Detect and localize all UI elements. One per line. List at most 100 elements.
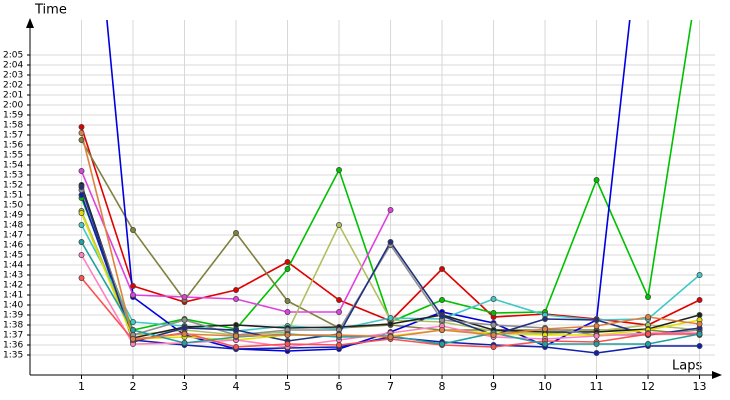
point bbox=[645, 341, 651, 347]
y-tick-label: 1:51 bbox=[3, 191, 23, 201]
point bbox=[78, 252, 85, 258]
y-tick-label: 2:04 bbox=[3, 61, 23, 71]
y-tick-label: 2:02 bbox=[3, 81, 23, 91]
x-tick-label: 12 bbox=[641, 380, 655, 393]
point bbox=[542, 341, 548, 347]
y-tick-label: 1:37 bbox=[3, 331, 23, 341]
point bbox=[387, 239, 394, 245]
y-tick-label: 1:43 bbox=[3, 271, 23, 281]
point bbox=[696, 331, 703, 337]
plot-area bbox=[78, 20, 703, 356]
point bbox=[593, 350, 600, 356]
point bbox=[696, 297, 703, 303]
y-tick-label: 1:35 bbox=[3, 351, 23, 361]
y-tick-label: 1:39 bbox=[3, 311, 23, 321]
y-tick-label: 1:48 bbox=[3, 221, 23, 231]
x-tick-label: 2 bbox=[130, 380, 137, 393]
y-tick-label: 1:50 bbox=[3, 201, 23, 211]
point bbox=[284, 298, 291, 304]
x-tick-label: 9 bbox=[490, 380, 497, 393]
y-tick-label: 1:58 bbox=[3, 121, 23, 131]
point bbox=[78, 192, 85, 198]
x-tick-label: 1 bbox=[78, 380, 85, 393]
y-tick-label: 1:38 bbox=[3, 321, 23, 331]
point bbox=[593, 177, 600, 183]
point bbox=[490, 344, 497, 350]
point bbox=[78, 222, 85, 228]
point bbox=[130, 336, 136, 342]
x-axis-title: Laps bbox=[672, 359, 702, 374]
point bbox=[78, 275, 85, 281]
y-tick-label: 2:05 bbox=[3, 51, 23, 61]
point bbox=[696, 312, 703, 318]
point bbox=[439, 297, 445, 303]
point bbox=[78, 239, 85, 245]
point bbox=[233, 322, 239, 328]
point bbox=[130, 327, 136, 333]
point bbox=[78, 184, 85, 190]
y-arrow bbox=[26, 18, 34, 28]
point bbox=[387, 334, 394, 340]
point bbox=[490, 310, 497, 316]
y-axis-title: Time bbox=[34, 3, 67, 18]
point bbox=[284, 341, 291, 347]
point bbox=[233, 296, 239, 302]
y-tick-label: 1:36 bbox=[3, 341, 23, 351]
y-tick-label: 1:54 bbox=[3, 161, 23, 171]
point bbox=[78, 168, 85, 174]
y-tick-label: 2:00 bbox=[3, 101, 23, 111]
y-tick-label: 1:49 bbox=[3, 211, 23, 221]
point bbox=[593, 317, 600, 323]
point bbox=[490, 296, 497, 302]
point bbox=[696, 343, 703, 349]
point bbox=[130, 292, 136, 298]
point bbox=[336, 167, 342, 173]
point bbox=[542, 316, 548, 322]
point bbox=[78, 137, 85, 143]
point bbox=[645, 314, 651, 320]
y-tick-label: 1:57 bbox=[3, 131, 23, 141]
point bbox=[645, 294, 651, 300]
point bbox=[78, 124, 85, 130]
point bbox=[593, 323, 600, 329]
point bbox=[387, 315, 394, 321]
x-tick-label: 8 bbox=[439, 380, 446, 393]
point bbox=[593, 341, 600, 347]
x-tick-label: 4 bbox=[233, 380, 240, 393]
point bbox=[233, 327, 239, 333]
point bbox=[284, 332, 291, 338]
point bbox=[284, 309, 291, 315]
point bbox=[181, 340, 188, 346]
point bbox=[130, 227, 136, 233]
y-tick-label: 1:41 bbox=[3, 291, 23, 301]
point bbox=[284, 266, 291, 272]
y-tick-label: 1:40 bbox=[3, 301, 23, 311]
y-tick-label: 1:55 bbox=[3, 151, 23, 161]
point bbox=[284, 259, 291, 265]
point bbox=[439, 266, 445, 272]
point bbox=[233, 344, 239, 350]
point bbox=[490, 322, 497, 328]
x-arrow bbox=[712, 371, 722, 379]
y-tick-label: 1:44 bbox=[3, 261, 23, 271]
point bbox=[336, 309, 342, 315]
x-tick-label: 3 bbox=[181, 380, 188, 393]
point bbox=[387, 321, 394, 327]
y-tick-label: 1:42 bbox=[3, 281, 23, 291]
point bbox=[439, 327, 445, 333]
point bbox=[336, 332, 342, 338]
point bbox=[336, 342, 342, 348]
point bbox=[336, 297, 342, 303]
y-tick-label: 1:47 bbox=[3, 231, 23, 241]
point bbox=[490, 332, 497, 338]
point bbox=[233, 230, 239, 236]
point bbox=[130, 283, 136, 289]
point bbox=[696, 272, 703, 278]
point bbox=[130, 319, 136, 325]
x-tick-label: 10 bbox=[538, 380, 552, 393]
point bbox=[233, 287, 239, 293]
x-tick-label: 6 bbox=[336, 380, 343, 393]
point bbox=[78, 130, 85, 136]
y-tick-label: 2:03 bbox=[3, 71, 23, 81]
